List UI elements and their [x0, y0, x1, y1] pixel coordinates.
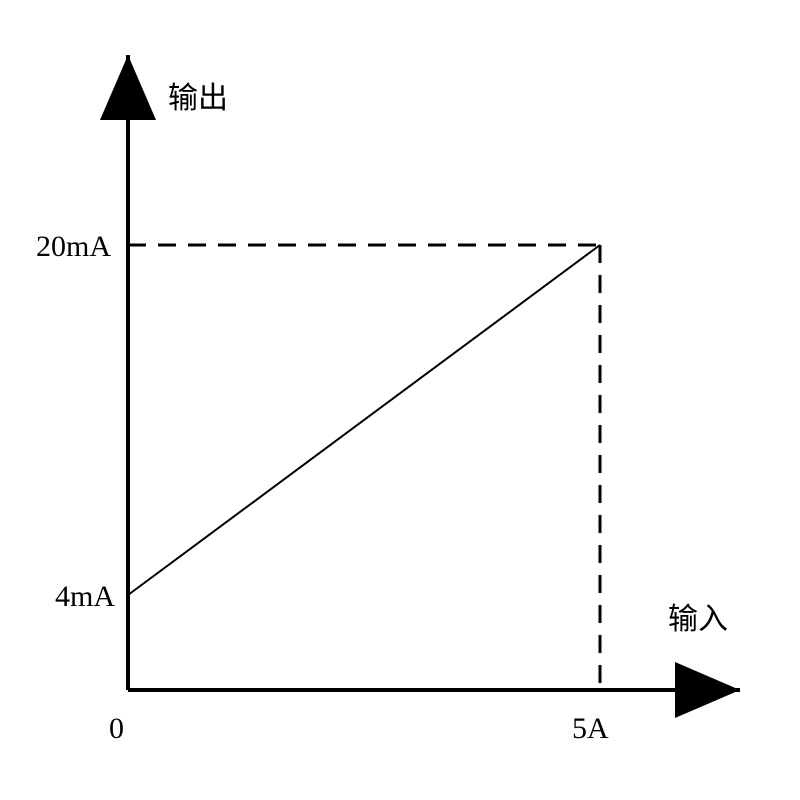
x-tick-origin: 0 [109, 714, 124, 744]
x-tick-high: 5A [572, 714, 609, 744]
x-axis-arrowhead-icon [675, 662, 740, 718]
y-tick-high: 20mA [36, 232, 111, 262]
y-axis-label: 输出 [168, 84, 228, 114]
chart-svg [0, 0, 800, 800]
x-axis-label: 输入 [668, 605, 728, 635]
transfer-function-line [128, 245, 600, 595]
y-tick-low: 4mA [55, 582, 115, 612]
io-transfer-chart: 输出 输入 4mA 20mA 0 5A [0, 0, 800, 800]
y-axis-arrowhead-icon [100, 55, 156, 120]
